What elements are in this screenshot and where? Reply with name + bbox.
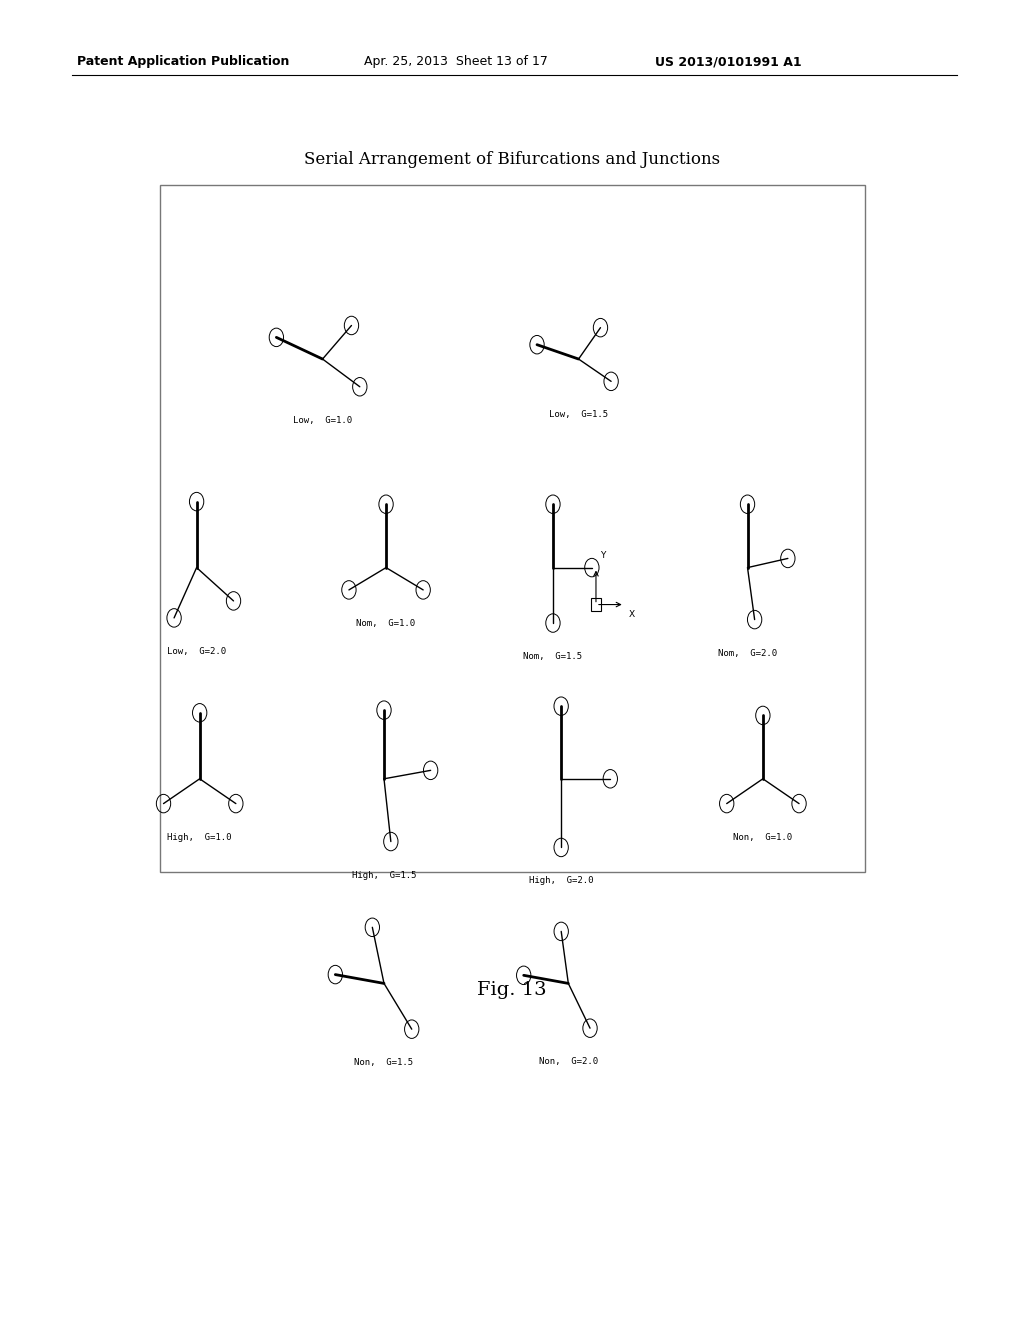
Text: Non,  G=1.0: Non, G=1.0 bbox=[733, 833, 793, 842]
Text: High,  G=1.5: High, G=1.5 bbox=[352, 871, 416, 879]
Bar bbox=[591, 598, 601, 611]
Text: High,  G=2.0: High, G=2.0 bbox=[529, 876, 593, 886]
Text: High,  G=1.0: High, G=1.0 bbox=[168, 833, 231, 842]
Text: X: X bbox=[629, 610, 635, 619]
Text: Nom,  G=1.5: Nom, G=1.5 bbox=[523, 652, 583, 661]
Text: Serial Arrangement of Bifurcations and Junctions: Serial Arrangement of Bifurcations and J… bbox=[304, 152, 720, 169]
Text: Patent Application Publication: Patent Application Publication bbox=[77, 55, 289, 69]
Text: Fig. 13: Fig. 13 bbox=[477, 981, 547, 999]
Text: US 2013/0101991 A1: US 2013/0101991 A1 bbox=[655, 55, 802, 69]
Text: Y: Y bbox=[600, 550, 605, 560]
Text: Non,  G=1.5: Non, G=1.5 bbox=[354, 1059, 414, 1067]
Text: Low,  G=2.0: Low, G=2.0 bbox=[167, 647, 226, 656]
Text: Low,  G=1.0: Low, G=1.0 bbox=[293, 416, 352, 425]
Bar bbox=[160, 185, 865, 873]
Text: Apr. 25, 2013  Sheet 13 of 17: Apr. 25, 2013 Sheet 13 of 17 bbox=[364, 55, 548, 69]
Text: Nom,  G=1.0: Nom, G=1.0 bbox=[356, 619, 416, 628]
Text: Nom,  G=2.0: Nom, G=2.0 bbox=[718, 648, 777, 657]
Text: Non,  G=2.0: Non, G=2.0 bbox=[539, 1057, 598, 1067]
Text: Low,  G=1.5: Low, G=1.5 bbox=[549, 411, 608, 420]
